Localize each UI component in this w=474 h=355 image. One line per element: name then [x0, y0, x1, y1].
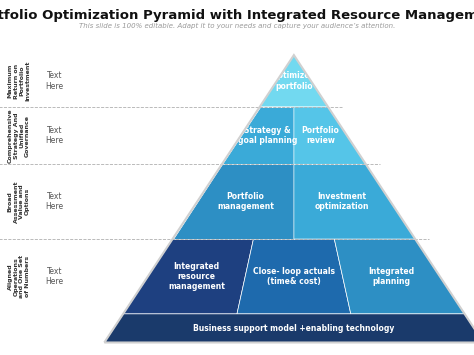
Text: Portfolio Optimization Pyramid with Integrated Resource Management: Portfolio Optimization Pyramid with Inte…	[0, 9, 474, 22]
Text: Maximum
Return on
Portfolio
Investment: Maximum Return on Portfolio Investment	[8, 61, 30, 101]
Text: Portfolio
management: Portfolio management	[217, 192, 274, 211]
Polygon shape	[237, 239, 351, 314]
Polygon shape	[104, 314, 474, 343]
Text: Broad
Assessment
Value and
Options: Broad Assessment Value and Options	[8, 180, 30, 223]
Text: Optimized
portfolio: Optimized portfolio	[272, 71, 316, 91]
Text: Integrated
resource
management: Integrated resource management	[168, 262, 225, 291]
Polygon shape	[222, 107, 294, 164]
Text: Comprehensive
Strategy And
Unified
Governance: Comprehensive Strategy And Unified Gover…	[8, 108, 30, 163]
Polygon shape	[294, 107, 366, 164]
Polygon shape	[294, 164, 415, 239]
Text: Portfolio
review: Portfolio review	[301, 126, 339, 145]
Text: Text
Here: Text Here	[46, 126, 64, 145]
Text: Investment
optimization: Investment optimization	[315, 192, 369, 211]
Polygon shape	[334, 239, 465, 314]
Text: Strategy &
goal planning: Strategy & goal planning	[237, 126, 297, 145]
Text: Text
Here: Text Here	[46, 267, 64, 286]
Polygon shape	[173, 164, 294, 239]
Text: Text
Here: Text Here	[46, 71, 64, 91]
Text: Integrated
planning: Integrated planning	[368, 267, 414, 286]
Text: Close- loop actuals
(time& cost): Close- loop actuals (time& cost)	[253, 267, 335, 286]
Text: This slide is 100% editable. Adapt it to your needs and capture your audience’s : This slide is 100% editable. Adapt it to…	[79, 23, 395, 29]
Text: Business support model +enabling technology: Business support model +enabling technol…	[193, 324, 394, 333]
Polygon shape	[123, 239, 254, 314]
Polygon shape	[260, 55, 328, 107]
Text: Aligned
Operations
and One Set
of Numbers: Aligned Operations and One Set of Number…	[8, 255, 30, 298]
Text: Text
Here: Text Here	[46, 192, 64, 211]
